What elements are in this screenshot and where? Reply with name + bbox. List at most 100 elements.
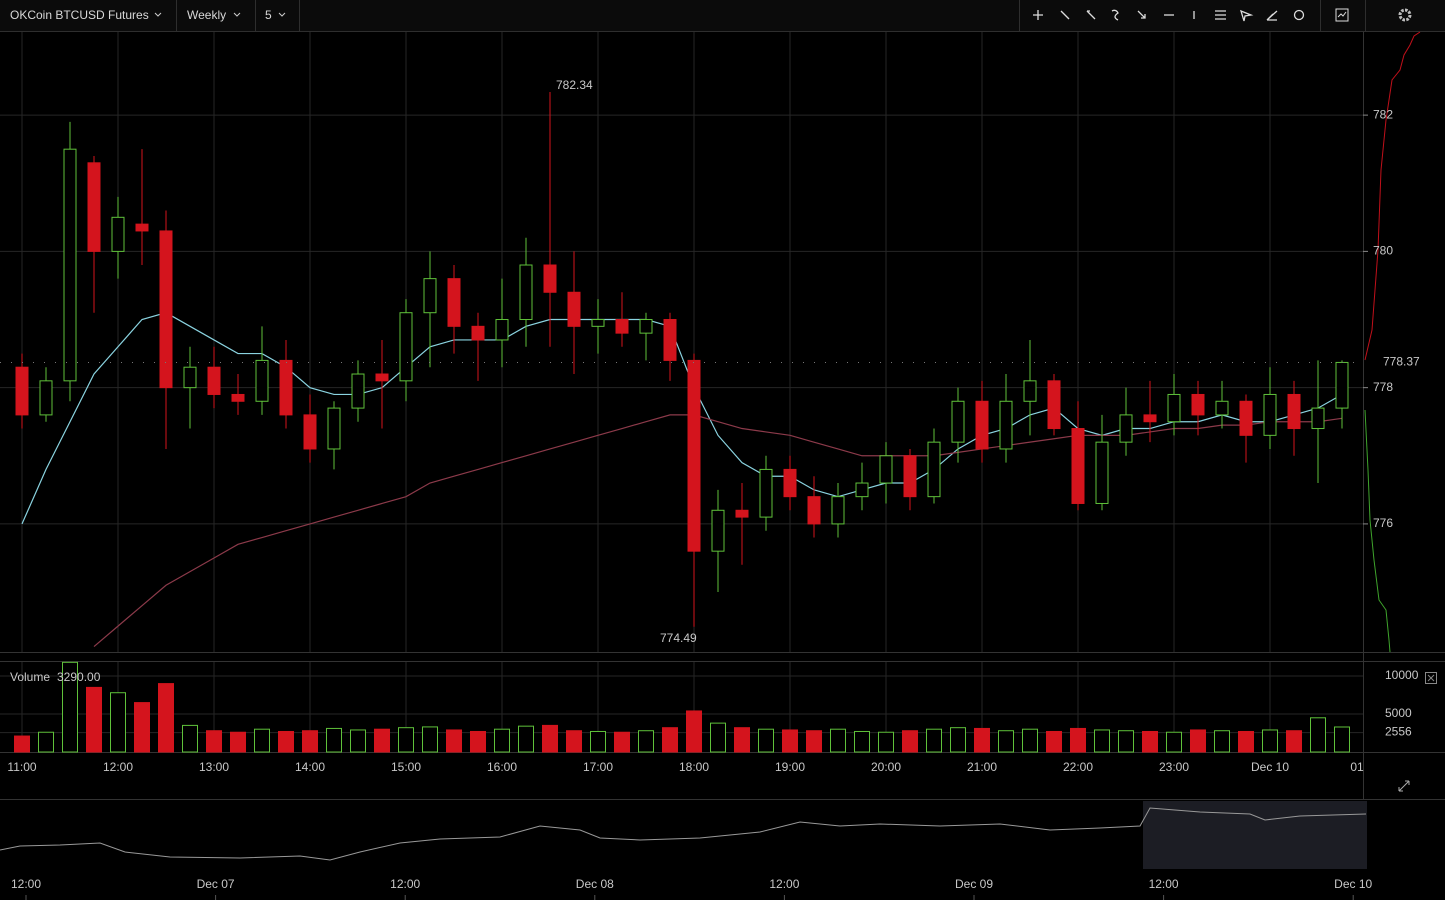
x-tick-label: 12:00 — [103, 760, 133, 774]
volume-bar — [1094, 729, 1110, 753]
x-tick-label: 11:00 — [7, 760, 36, 774]
volume-bar — [14, 735, 30, 753]
dropdown-arrow — [233, 12, 241, 17]
x-tick-label: 13:00 — [199, 760, 229, 774]
x-tick-label: 19:00 — [775, 760, 805, 774]
candle-body — [831, 496, 845, 525]
volume-bar — [446, 729, 462, 753]
volume-bar — [398, 727, 414, 753]
volume-bar — [1310, 717, 1326, 753]
symbol-button[interactable]: OKCoin BTCUSD Futures — [10, 8, 162, 22]
volume-bar — [182, 724, 198, 753]
fullscreen-button[interactable] — [1398, 780, 1410, 792]
ray-tool[interactable] — [1086, 10, 1096, 20]
interval-label[interactable]: 5 — [265, 8, 272, 22]
candle-body — [951, 400, 965, 443]
indicators-icon — [1337, 11, 1347, 18]
candle-body — [1023, 380, 1037, 402]
volume-bar — [1190, 729, 1206, 753]
candle-body — [1335, 361, 1349, 409]
candle-body — [495, 319, 509, 341]
navigator-label: Dec 10 — [1334, 877, 1372, 891]
candle-body — [759, 468, 773, 518]
volume-bar — [854, 730, 870, 753]
candle-body — [1287, 393, 1301, 430]
close-volume-button[interactable] — [1425, 672, 1437, 684]
indicators-button[interactable] — [1335, 8, 1349, 22]
candle-body — [39, 380, 53, 416]
volume-bar — [806, 730, 822, 753]
volume-bar — [566, 730, 582, 753]
volume-bar — [254, 728, 270, 753]
candle-body — [639, 319, 653, 334]
candle-body — [399, 312, 413, 382]
gann-tool[interactable] — [1266, 10, 1278, 21]
volume-bar — [518, 725, 534, 753]
low-annotation: 774.49 — [660, 631, 697, 645]
plot: 776 778 780 782 11:00 12:00 13:00 14:00 15:00 16:… — [0, 32, 1420, 900]
volume-bar — [614, 731, 630, 753]
crosshair-tool[interactable] — [1033, 10, 1043, 20]
candle-body — [855, 482, 869, 498]
candle-body — [423, 278, 437, 314]
y-tick-label: 776 — [1373, 516, 1393, 530]
x-tick-label: 18:00 — [679, 760, 709, 774]
candle-body — [903, 455, 917, 498]
volume-bar — [1166, 731, 1182, 753]
last-price-label: 778.37 — [1383, 355, 1420, 369]
candle-body — [1071, 428, 1085, 504]
fib-tool[interactable] — [1215, 10, 1226, 20]
range-button[interactable]: Weekly — [187, 8, 241, 22]
x-tick-label: 14:00 — [295, 760, 325, 774]
candle-body — [303, 414, 317, 450]
volume-bar — [974, 727, 990, 753]
volume-bar — [878, 731, 894, 753]
navigator-label: 12:00 — [769, 877, 799, 891]
pitchfork-tool[interactable] — [1239, 9, 1254, 22]
candle-body — [1143, 414, 1157, 423]
curve-tool[interactable] — [1111, 9, 1119, 21]
arrow-tool[interactable] — [1137, 10, 1146, 19]
volume-bar — [734, 727, 750, 753]
volume-bar — [710, 722, 726, 753]
x-tick-label: Dec 10 — [1251, 760, 1289, 774]
volume-bar — [1118, 730, 1134, 753]
interval-button[interactable]: 5 — [265, 8, 286, 22]
candle-body — [735, 509, 749, 518]
circle-tool[interactable] — [1293, 9, 1305, 21]
dropdown-arrow — [154, 12, 162, 17]
candle-body — [1095, 441, 1109, 504]
volume-bar — [782, 729, 798, 753]
x-tick-label: 23:00 — [1159, 760, 1189, 774]
range-label[interactable]: Weekly — [187, 8, 226, 22]
candle-body — [231, 393, 245, 402]
trendline-tool[interactable] — [1060, 10, 1070, 20]
volume-bar — [686, 710, 702, 753]
navigator-label: 12:00 — [390, 877, 420, 891]
volume-bar — [470, 730, 486, 753]
symbol-label[interactable]: OKCoin BTCUSD Futures — [10, 8, 149, 22]
navigator-window[interactable] — [1143, 801, 1367, 869]
volume-bar — [830, 728, 846, 753]
candle-body — [1311, 407, 1325, 430]
candle-body — [1119, 414, 1133, 443]
dropdown-arrow — [278, 12, 286, 17]
candle-body — [1263, 393, 1277, 436]
settings-button[interactable] — [1398, 8, 1412, 22]
volume-bar — [374, 728, 390, 753]
candle-body — [1167, 393, 1181, 423]
candle-body — [183, 366, 197, 389]
close-icon — [1427, 674, 1435, 682]
volume-bar — [998, 730, 1014, 753]
candle-body — [999, 400, 1013, 450]
candle-body — [975, 400, 989, 450]
volume-bar — [950, 727, 966, 753]
navigator-label: 12:00 — [1149, 877, 1179, 891]
candle-body — [543, 264, 557, 293]
x-tick-label: 01 — [1350, 760, 1364, 774]
candle-body — [135, 223, 149, 232]
volume-bar — [278, 730, 294, 753]
depth-asks — [1364, 31, 1421, 361]
candle-body — [111, 216, 125, 252]
candle-body — [519, 264, 533, 321]
